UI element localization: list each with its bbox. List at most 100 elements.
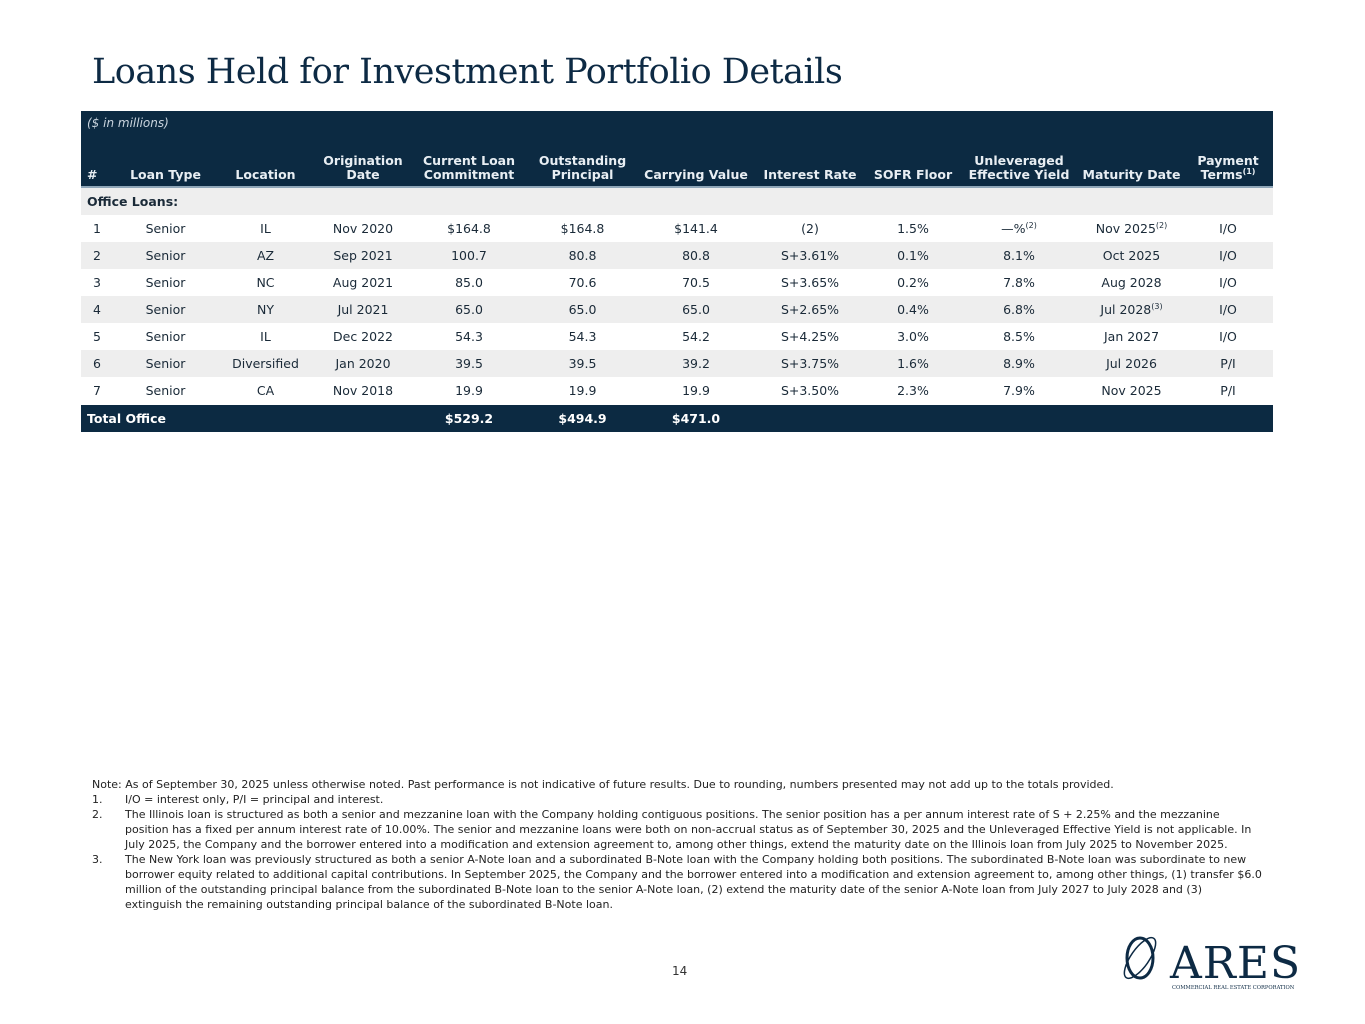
cell-value: Senior	[145, 356, 186, 371]
col-header-origination-date: Origination Date	[313, 132, 413, 188]
cell-num: 1	[81, 215, 113, 242]
cell-outstanding: 80.8	[525, 242, 640, 269]
footnote-item: 1. I/O = interest only, P/I = principal a…	[92, 792, 1262, 807]
cell-value: Senior	[145, 383, 186, 398]
cell-yield: 8.9%	[958, 350, 1080, 377]
cell-value: 39.5	[568, 356, 597, 371]
cell-yield: 7.9%	[958, 377, 1080, 405]
cell-payment-terms: P/I	[1183, 350, 1274, 377]
cell-value: P/I	[1220, 356, 1236, 371]
cell-carrying: 54.2	[640, 323, 752, 350]
cell-value: AZ	[256, 248, 275, 263]
cell-yield: 6.8%	[958, 296, 1080, 323]
table-row: 6 Senior Diversified Jan 2020 39.5 39.5 39.2 S+…	[81, 350, 1274, 377]
svg-text:COMMERCIAL REAL ESTATE CORPORA: COMMERCIAL REAL ESTATE CORPORATION	[1172, 985, 1295, 991]
page-number: 14	[672, 964, 688, 978]
cell-sofr-floor: 1.5%	[868, 215, 958, 242]
cell-value: 80.8	[568, 248, 597, 263]
col-header-loan-type: Loan Type	[113, 132, 218, 188]
cell-outstanding: 54.3	[525, 323, 640, 350]
cell-maturity: Oct 2025	[1080, 242, 1183, 269]
col-header-payment-terms: Payment Terms(1)	[1183, 132, 1274, 188]
table-row: 3 Senior NC Aug 2021 85.0 70.6 70.5 S+3.65% 0.2%…	[81, 269, 1273, 296]
cell-payment-terms: I/O	[1183, 215, 1273, 242]
cell-payment-terms: I/O	[1183, 296, 1274, 323]
units-label: ($ in millions)	[81, 111, 1274, 132]
col-header-maturity: Maturity Date	[1080, 132, 1183, 188]
footnote-ref: (3)	[1151, 301, 1163, 311]
cell-value: Jan 2020	[335, 356, 391, 371]
cell-value: I/O	[1219, 248, 1237, 263]
footnote-ref: (2)	[1025, 220, 1037, 230]
cell-value: 70.5	[682, 275, 710, 290]
total-blank	[752, 404, 1274, 432]
cell-value: 8.9%	[1003, 356, 1035, 371]
col-header-commitment: Current Loan Commitment	[413, 132, 525, 188]
col-header-yield: Unleveraged Effective Yield	[958, 132, 1080, 188]
cell-value: 0.1%	[897, 248, 929, 263]
table-row: 1 Senior IL Nov 2020 $164.8 $164.8 $141.4 (2) 1.…	[81, 215, 1273, 242]
section-row: Office Loans:	[81, 187, 1274, 215]
cell-value: S+3.50%	[780, 383, 840, 398]
cell-payment-terms: I/O	[1183, 242, 1274, 269]
cell-interest-rate: (2)	[752, 215, 868, 242]
cell-commitment: 54.3	[413, 323, 525, 350]
cell-value: 65.0	[455, 302, 483, 317]
col-header-label: #	[87, 167, 98, 182]
footnote-item: 3. The New York loan was previously struc…	[92, 852, 1262, 912]
cell-yield: —%(2)	[958, 215, 1080, 242]
cell-sofr-floor: 0.2%	[868, 269, 958, 296]
col-header-sofr-floor: SOFR Floor	[868, 132, 958, 188]
cell-loan-type: Senior	[113, 377, 218, 405]
cell-value: 19.9	[455, 383, 483, 398]
cell-value: 7.9%	[1003, 383, 1035, 398]
cell-value: Senior	[145, 275, 186, 290]
col-header-label: Loan Type	[130, 167, 201, 182]
cell-origination-date: Nov 2018	[313, 377, 413, 405]
cell-origination-date: Nov 2020	[313, 215, 413, 242]
cell-sofr-floor: 0.4%	[868, 296, 958, 323]
cell-origination-date: Jan 2020	[313, 350, 413, 377]
cell-value: —%	[1001, 221, 1026, 236]
cell-maturity: Nov 2025(2)	[1080, 215, 1183, 242]
cell-sofr-floor: 2.3%	[868, 377, 958, 405]
cell-location: AZ	[218, 242, 313, 269]
cell-origination-date: Aug 2021	[313, 269, 413, 296]
footnotes: Note: As of September 30, 2025 unless ot…	[92, 777, 1262, 912]
table-row: 2 Senior AZ Sep 2021 100.7 80.8 80.8 S+3.61% 0.1…	[81, 242, 1274, 269]
cell-origination-date: Sep 2021	[313, 242, 413, 269]
total-row: Total Office $529.2 $494.9 $471.0	[81, 404, 1274, 432]
col-header-label: Carrying Value	[644, 167, 748, 182]
cell-location: NY	[218, 296, 313, 323]
cell-value: Senior	[145, 302, 186, 317]
cell-outstanding: $164.8	[525, 215, 640, 242]
table-row: 4 Senior NY Jul 2021 65.0 65.0 65.0 S+2.65% 0.4%…	[81, 296, 1274, 323]
total-label: Total Office	[81, 404, 413, 432]
cell-value: 54.3	[455, 329, 483, 344]
footnote-main: Note: As of September 30, 2025 unless ot…	[92, 778, 1114, 791]
cell-value: 2	[93, 248, 101, 263]
cell-commitment: 85.0	[413, 269, 525, 296]
cell-commitment: 100.7	[413, 242, 525, 269]
cell-interest-rate: S+3.65%	[752, 269, 868, 296]
cell-value: I/O	[1219, 329, 1237, 344]
cell-value: 65.0	[682, 302, 710, 317]
section-label: Office Loans:	[81, 187, 1274, 215]
cell-value: S+2.65%	[780, 302, 840, 317]
cell-value: 39.2	[682, 356, 710, 371]
cell-value: I/O	[1219, 221, 1237, 236]
cell-value: S+3.61%	[780, 248, 840, 263]
cell-maturity: Jul 2028(3)	[1080, 296, 1183, 323]
cell-value: $141.4	[674, 221, 718, 236]
col-header-label: Unleveraged Effective Yield	[968, 153, 1070, 182]
cell-carrying: 70.5	[640, 269, 752, 296]
cell-maturity: Jul 2026	[1080, 350, 1183, 377]
total-carrying: $471.0	[640, 404, 752, 432]
cell-value: I/O	[1219, 302, 1237, 317]
cell-value: Dec 2022	[333, 329, 393, 344]
cell-value: Oct 2025	[1102, 248, 1161, 263]
footnote-ref: (2)	[1155, 220, 1168, 230]
col-header-label: Interest Rate	[763, 167, 857, 182]
cell-origination-date: Dec 2022	[313, 323, 413, 350]
cell-value: Jan 2027	[1103, 329, 1160, 344]
